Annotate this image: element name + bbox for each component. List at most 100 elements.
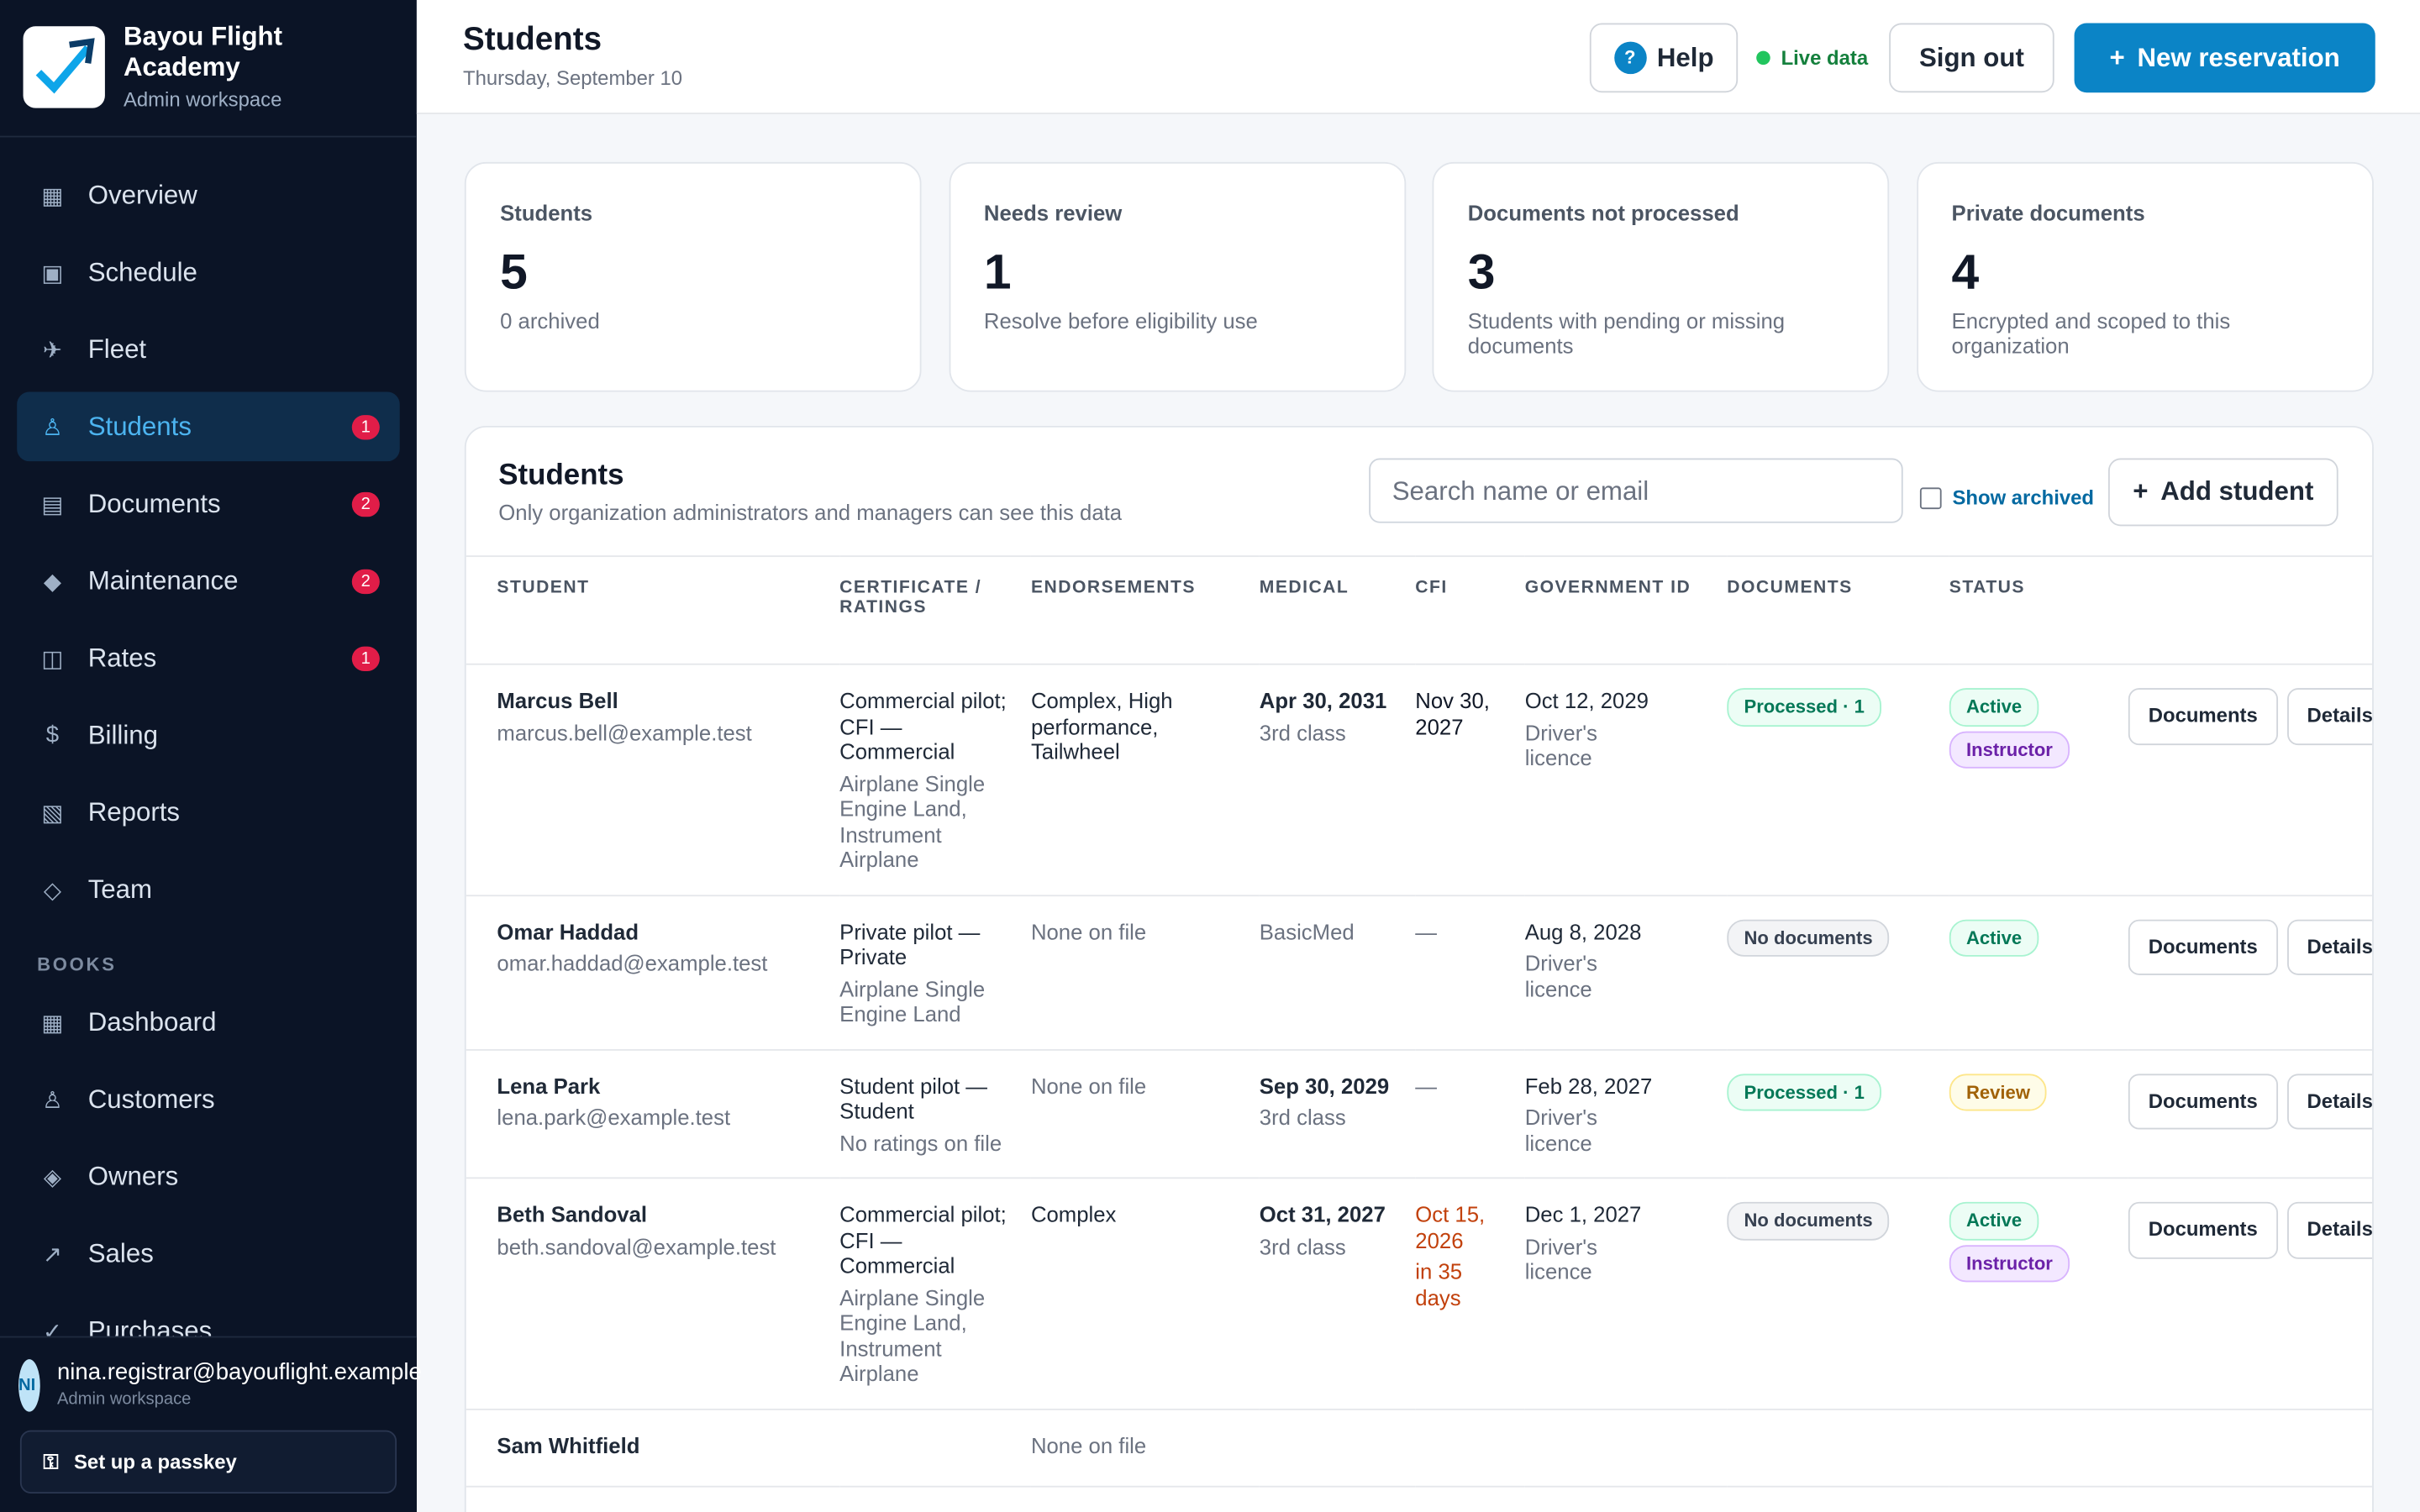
cell	[1415, 1408, 1525, 1488]
student-row: Lena Park lena.park@example.test Student p…	[466, 1048, 2373, 1179]
cell: Active	[1949, 895, 2128, 1050]
certificate: Commercial pilot; CFI — Commercial	[839, 688, 1007, 764]
stat-note: 0 archived	[500, 308, 600, 333]
badge: Active	[1949, 918, 2039, 957]
archived-checkbox[interactable]	[1919, 487, 1942, 510]
nav-item[interactable]: ▣ Schedule	[17, 238, 400, 307]
action-button[interactable]: Details	[2286, 1073, 2373, 1130]
cell: None on file	[1030, 1408, 1260, 1488]
action-button[interactable]: Documents	[2128, 688, 2278, 745]
gov-id: Aug 8, 2028	[1524, 918, 1642, 944]
student-row: Omar Haddad omar.haddad@example.test Priva…	[466, 895, 2373, 1050]
action-button[interactable]: Documents	[2128, 1073, 2278, 1130]
nav-label: Team	[87, 874, 153, 904]
cell: Oct 31, 2027 3rd class	[1259, 1178, 1416, 1410]
brand-name: Bayou Flight Academy	[123, 21, 283, 82]
student-email: lena.park@example.test	[497, 1105, 731, 1130]
cell: Feb 28, 2027 Driver's licence	[1524, 1048, 1728, 1179]
medical: Oct 31, 2027	[1259, 1201, 1386, 1227]
endorsements: None on file	[1030, 1073, 1147, 1098]
stat-note: Resolve before eligibility use	[983, 308, 1258, 333]
nav-badge: 1	[351, 414, 380, 439]
cell: —	[1415, 1048, 1525, 1179]
nav-item[interactable]: ▦ Dashboard	[17, 988, 400, 1058]
passkey-label: Set up a passkey	[73, 1450, 237, 1474]
medical-class: 3rd class	[1259, 719, 1346, 745]
nav-item[interactable]: ◇ Team	[17, 855, 400, 925]
cell: Nov 30, 2027	[1415, 664, 1525, 896]
gov-id: Feb 28, 2027	[1524, 1073, 1653, 1098]
nav-icon: ↗	[42, 1241, 62, 1268]
add-student-button[interactable]: + Add student	[2107, 458, 2338, 527]
cell	[1727, 1408, 1949, 1488]
stat-note: Students with pending or missing documen…	[1467, 308, 1786, 359]
student-email: beth.sandoval@example.test	[497, 1233, 776, 1258]
students-panel: Students Only organization administrator…	[464, 425, 2374, 1512]
stat-card: Needs review 1 Resolve before eligibility …	[948, 161, 1406, 392]
cell: Complex, High performance, Tailwheel	[1030, 664, 1260, 896]
new-reservation-button[interactable]: + New reservation	[2074, 23, 2375, 93]
cell: No documents	[1727, 1178, 1949, 1410]
column-header: DOCUMENTS	[1727, 555, 1949, 665]
cell: Lena Park lena.park@example.test	[466, 1048, 840, 1179]
nav-label: Reports	[87, 796, 181, 827]
nav-item[interactable]: ◈ Owners	[17, 1142, 400, 1211]
gov-id: Oct 12, 2029	[1524, 688, 1649, 713]
cell: Commercial pilot; CFI — Commercial Airpla…	[839, 664, 1031, 896]
nav-item[interactable]: ▧ Reports	[17, 778, 400, 848]
help-button[interactable]: ? Help	[1589, 23, 1739, 93]
gov-type: Driver's licence	[1524, 1233, 1598, 1284]
student-name: Sam Whitfield	[497, 1432, 640, 1457]
gov-id: Dec 1, 2027	[1524, 1201, 1642, 1227]
action-button[interactable]: Details	[2286, 918, 2373, 975]
nav-item[interactable]: ↗ Sales	[17, 1219, 400, 1289]
action-button[interactable]: Documents	[2128, 1201, 2278, 1258]
action-button[interactable]: Details	[2286, 1201, 2373, 1258]
nav-item[interactable]: ✈ Fleet	[17, 315, 400, 385]
nav-item[interactable]: ♙ Customers	[17, 1064, 400, 1134]
cell: Commercial pilot; CFI — Commercial Airpla…	[839, 1178, 1031, 1410]
stat-value: 3	[1467, 244, 1496, 300]
cell: Documents Details	[2128, 1048, 2373, 1179]
cfi-date: —	[1415, 1073, 1438, 1098]
nav-label: Overview	[87, 179, 197, 209]
add-student-label: Add student	[2160, 476, 2314, 507]
cell	[1949, 1408, 2128, 1488]
passkey-button[interactable]: ⚿ Set up a passkey	[19, 1430, 397, 1494]
cfi-date: Oct 15, 2026	[1415, 1201, 1486, 1252]
books-heading: BOOKS	[37, 953, 117, 975]
nav-item[interactable]: ◫ Rates 1	[17, 623, 400, 693]
action-button[interactable]: Documents	[2128, 918, 2278, 975]
nav-item[interactable]: ▦ Overview	[17, 160, 400, 230]
search-input[interactable]: Search name or email	[1369, 458, 1903, 523]
live-indicator: Live data	[1756, 46, 1868, 70]
cell: Dec 1, 2027 Driver's licence	[1524, 1178, 1728, 1410]
cell: None on file	[1030, 1048, 1260, 1179]
endorsements: None on file	[1030, 1432, 1147, 1457]
nav-item[interactable]: ◆ Maintenance 2	[17, 546, 400, 616]
badge: Active	[1949, 688, 2039, 727]
stat-card: Students 5 0 archived	[464, 161, 922, 392]
nav-label: Sales	[87, 1237, 154, 1268]
badge: No documents	[1727, 1201, 1890, 1240]
nav-label: Documents	[87, 488, 221, 518]
header: Students Thursday, September 10 ? Help Li…	[416, 0, 2420, 114]
sign-out-button[interactable]: Sign out	[1889, 23, 2054, 93]
badge: Processed · 1	[1727, 688, 1882, 727]
cell: Omar Haddad omar.haddad@example.test	[466, 895, 840, 1050]
student-row: Beth Sandoval beth.sandoval@example.test C…	[466, 1178, 2373, 1410]
divider	[0, 135, 417, 138]
nav-item[interactable]: ▤ Documents 2	[17, 469, 400, 538]
stat-value: 1	[983, 244, 1012, 300]
nav-label: Students	[87, 411, 192, 441]
cell: Documents Details	[2128, 664, 2373, 896]
nav-icon: ▤	[41, 491, 64, 518]
medical-class: 3rd class	[1259, 1105, 1346, 1130]
action-button[interactable]: Details	[2286, 688, 2373, 745]
nav-item[interactable]: ♙ Students 1	[17, 391, 400, 462]
nav-item[interactable]: $ Billing	[17, 701, 400, 770]
cell: Oct 12, 2029 Driver's licence	[1524, 664, 1728, 896]
student-row: Sam Whitfield None on file	[466, 1408, 2373, 1488]
endorsements: Complex	[1030, 1201, 1117, 1227]
medical: Sep 30, 2029	[1259, 1073, 1390, 1098]
